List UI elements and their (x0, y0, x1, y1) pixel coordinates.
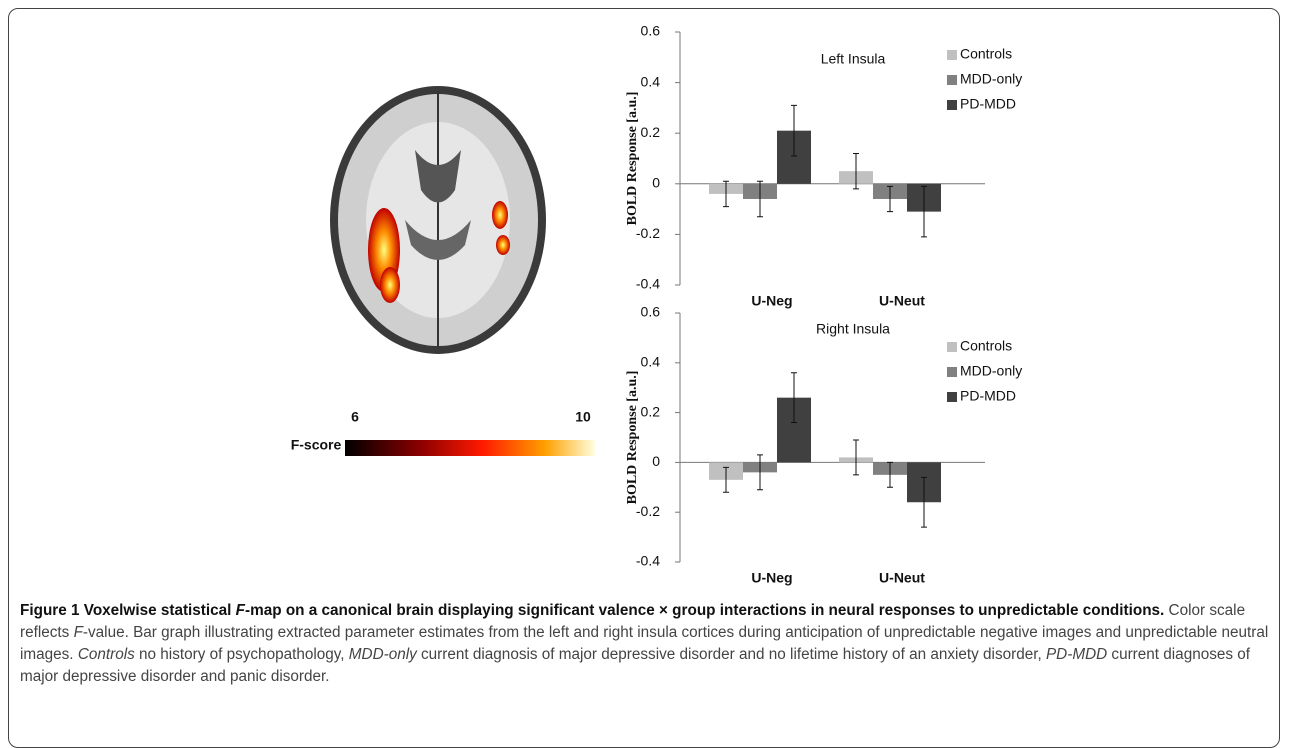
y-tick-label: 0 (652, 453, 660, 469)
page: F-score 6 10 -0.4 -0.2 0 0.2 0.4 0.6 BOLD Respon… (0, 0, 1290, 737)
legend-label: Controls (960, 46, 1012, 62)
brain-map (330, 86, 546, 354)
legend-label: Controls (960, 338, 1012, 354)
caption-run: F (236, 602, 245, 619)
caption-run: current diagnosis of major depressive di… (417, 646, 1046, 663)
y-tick-label: 0.4 (641, 354, 661, 370)
x-tick-label: U-Neut (879, 570, 925, 586)
caption: Figure 1 Voxelwise statistical F-map on … (20, 600, 1270, 688)
y-tick-label: 0.2 (641, 403, 661, 419)
caption-run: PD-MDD (1046, 646, 1107, 663)
y-tick-label: -0.4 (636, 276, 660, 292)
colorbar (345, 440, 595, 456)
y-axis-label: BOLD Response [a.u.] (625, 92, 640, 226)
x-tick-label: U-Neut (879, 293, 925, 309)
y-tick-label: 0 (652, 175, 660, 191)
caption-run: no history of psychopathology, (135, 646, 349, 663)
legend-swatch (947, 100, 957, 110)
caption-run: Controls (78, 646, 135, 663)
caption-run: MDD-only (349, 646, 417, 663)
error-bar (853, 440, 859, 475)
legend-label: MDD-only (960, 71, 1022, 87)
caption-run: Figure 1 Voxelwise statistical (20, 602, 236, 619)
legend-swatch (947, 50, 957, 60)
y-tick-label: 0.2 (641, 124, 661, 140)
legend-label: MDD-only (960, 363, 1022, 379)
colorbar-tick-label: 10 (575, 409, 591, 425)
legend-swatch (947, 367, 957, 377)
legend-label: PD-MDD (960, 388, 1016, 404)
y-tick-label: 0.6 (641, 304, 661, 320)
legend-swatch (947, 342, 957, 352)
legend-label: PD-MDD (960, 96, 1016, 112)
legend-swatch (947, 392, 957, 402)
chart-title: Left Insula (821, 51, 886, 67)
y-tick-label: -0.2 (636, 225, 660, 241)
x-tick-label: U-Neg (751, 293, 792, 309)
y-axis-label: BOLD Response [a.u.] (625, 371, 640, 505)
y-tick-label: 0.4 (641, 73, 661, 89)
legend-swatch (947, 75, 957, 85)
caption-run: F (74, 624, 83, 641)
colorbar-tick-label: 6 (351, 409, 359, 425)
colorbar-label: F-score (291, 437, 342, 453)
y-tick-label: -0.4 (636, 553, 660, 569)
figure: F-score 6 10 -0.4 -0.2 0 0.2 0.4 0.6 BOLD Respon… (0, 0, 1290, 600)
x-tick-label: U-Neg (751, 570, 792, 586)
chart-title: Right Insula (816, 321, 890, 337)
y-tick-label: 0.6 (641, 23, 661, 39)
caption-run: -map on a canonical brain displaying sig… (245, 602, 1164, 619)
